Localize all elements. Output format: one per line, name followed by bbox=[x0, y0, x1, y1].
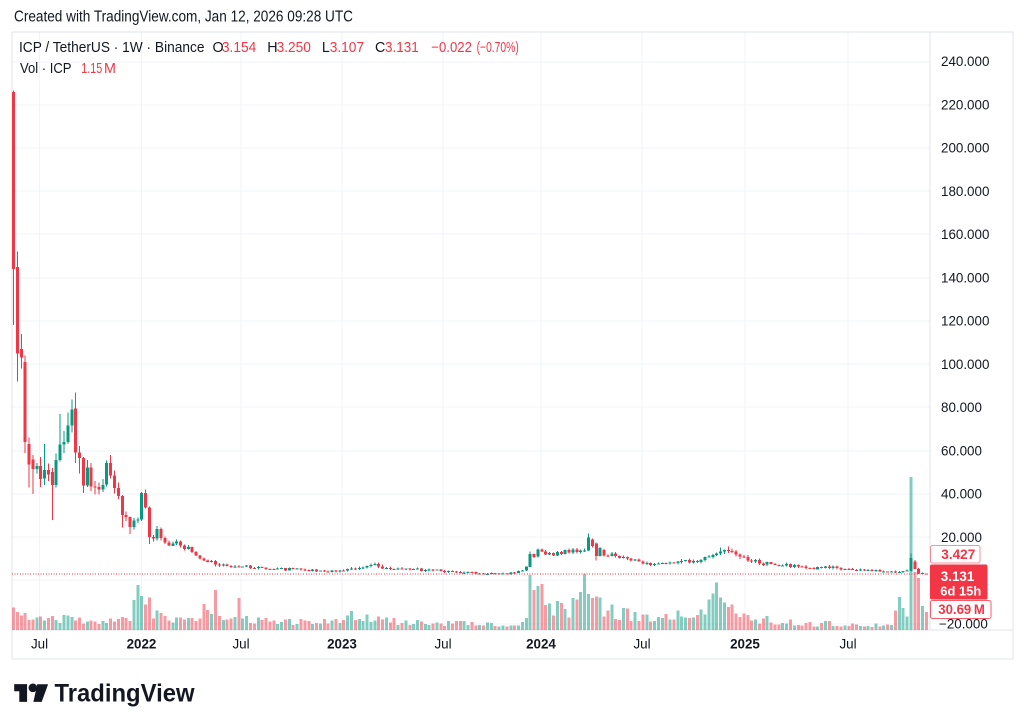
svg-text:3.107: 3.107 bbox=[330, 40, 364, 56]
svg-text:220.000: 220.000 bbox=[941, 97, 989, 112]
svg-text:160.000: 160.000 bbox=[941, 227, 989, 242]
svg-text:2023: 2023 bbox=[327, 637, 357, 652]
svg-text:80.000: 80.000 bbox=[941, 400, 982, 415]
svg-text:(−0.70%): (−0.70%) bbox=[477, 40, 519, 56]
svg-text:O: O bbox=[213, 40, 224, 56]
svg-text:240.000: 240.000 bbox=[941, 54, 989, 69]
svg-text:Jul: Jul bbox=[434, 637, 451, 652]
svg-text:2025: 2025 bbox=[730, 637, 760, 652]
svg-text:Jul: Jul bbox=[839, 637, 856, 652]
svg-text:3.250: 3.250 bbox=[277, 40, 311, 56]
svg-text:2024: 2024 bbox=[526, 637, 556, 652]
svg-text:M: M bbox=[104, 61, 116, 77]
svg-text:−20.000: −20.000 bbox=[939, 616, 988, 631]
svg-text:H: H bbox=[267, 40, 277, 56]
svg-text:180.000: 180.000 bbox=[941, 184, 989, 199]
svg-text:40.000: 40.000 bbox=[941, 487, 982, 502]
svg-text:3.154: 3.154 bbox=[222, 40, 256, 56]
svg-text:120.000: 120.000 bbox=[941, 314, 989, 329]
svg-text:1.15: 1.15 bbox=[81, 61, 102, 77]
svg-text:30.69 M: 30.69 M bbox=[938, 602, 985, 617]
svg-text:60.000: 60.000 bbox=[941, 443, 982, 458]
svg-text:Jul: Jul bbox=[232, 637, 249, 652]
svg-text:3.427: 3.427 bbox=[941, 547, 975, 562]
svg-text:3.131: 3.131 bbox=[941, 569, 975, 584]
svg-text:−0.022: −0.022 bbox=[431, 40, 472, 56]
svg-text:Jul: Jul bbox=[31, 637, 48, 652]
svg-text:3.131: 3.131 bbox=[385, 40, 419, 56]
svg-text:6d 15h: 6d 15h bbox=[940, 585, 981, 599]
svg-text:L: L bbox=[322, 40, 330, 56]
svg-text:C: C bbox=[375, 40, 385, 56]
svg-text:Created with TradingView.com,: Created with TradingView.com, Jan 12, 20… bbox=[14, 9, 353, 26]
svg-text:100.000: 100.000 bbox=[941, 357, 989, 372]
svg-text:2022: 2022 bbox=[127, 637, 157, 652]
svg-text:Vol · ICP: Vol · ICP bbox=[20, 61, 72, 77]
svg-text:TradingView: TradingView bbox=[55, 681, 196, 708]
svg-text:Jul: Jul bbox=[633, 637, 650, 652]
svg-text:20.000: 20.000 bbox=[941, 530, 982, 545]
svg-text:140.000: 140.000 bbox=[941, 270, 989, 285]
svg-text:200.000: 200.000 bbox=[941, 141, 989, 156]
svg-text:ICP / TetherUS · 1W · Binance: ICP / TetherUS · 1W · Binance bbox=[19, 40, 205, 56]
